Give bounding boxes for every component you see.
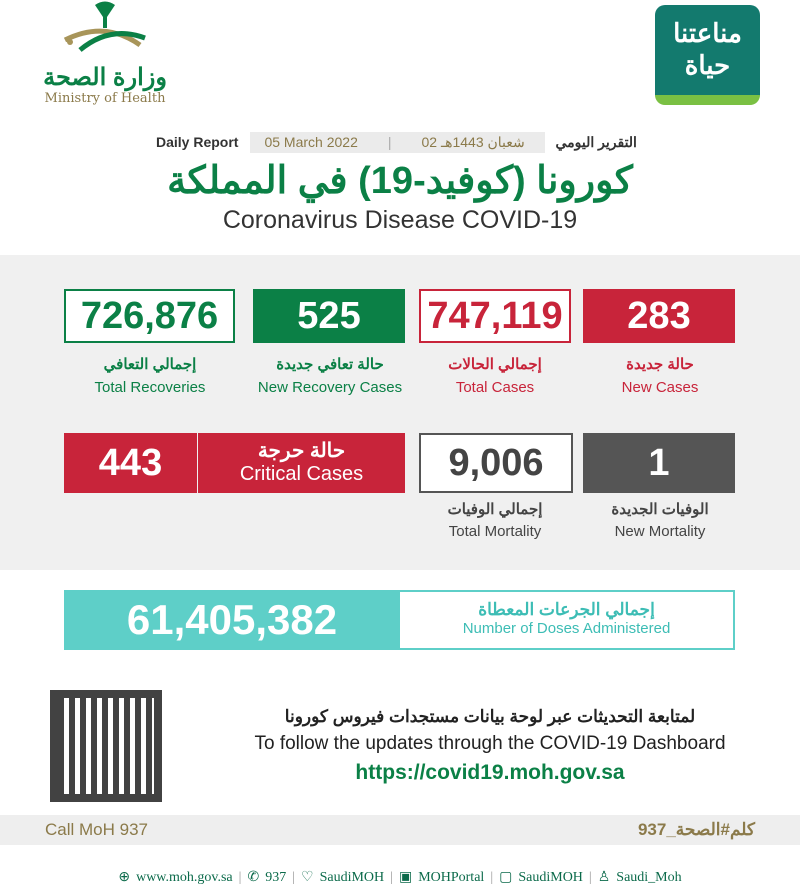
total-mortality-en: Total Mortality: [448, 523, 542, 540]
new-mortality-ar: الوفيات الجديدة: [611, 501, 709, 518]
report-header: Daily Report 05 March 2022 | 02 شعبان 14…: [150, 131, 695, 153]
new-cases-value: 283: [583, 289, 735, 343]
daily-report-ar: التقرير اليومي: [555, 133, 637, 150]
footer-youtube[interactable]: MOHPortal: [418, 869, 485, 885]
total-recoveries-value: 726,876: [64, 289, 235, 343]
critical-label: حالة حرجة Critical Cases: [198, 433, 405, 493]
doses-en: Number of Doses Administered: [462, 620, 671, 637]
date-bar: 05 March 2022 | 02 شعبان 1443هـ: [250, 131, 546, 153]
campaign-logo: مناعتنا حياة: [655, 5, 760, 105]
new-cases-en: New Cases: [621, 379, 699, 396]
doses-ar: إجمالي الجرعات المعطاة: [478, 600, 655, 619]
footer-website[interactable]: www.moh.gov.sa: [136, 869, 233, 885]
footer-twitter[interactable]: SaudiMOH: [319, 869, 385, 885]
total-mortality-ar: إجمالي الوفيات: [447, 501, 543, 518]
moh-logo-ar: وزارة الصحة: [43, 64, 167, 91]
call-ar: كلم#الصحة_937: [637, 820, 755, 839]
new-mortality-value: 1: [583, 433, 735, 493]
twitter-icon: ♡: [301, 870, 314, 885]
new-recoveries-en: New Recovery Cases: [257, 379, 403, 396]
title-ar: كورونا (كوفيد-19) في المملكة: [167, 160, 633, 202]
gregorian-date: 05 March 2022: [264, 133, 358, 150]
dashboard-ar: لمتابعة التحديثات عبر لوحة بيانات مستجدا…: [284, 707, 696, 726]
campaign-logo-text: مناعتنا حياة: [673, 18, 742, 80]
new-recoveries-ar: حالة تعافي جديدة: [276, 356, 384, 373]
qr-code-icon[interactable]: [50, 690, 162, 802]
daily-report-en: Daily Report: [156, 134, 239, 150]
new-cases-ar: حالة جديدة: [626, 356, 694, 373]
moh-logo-en: Ministry of Health: [44, 91, 166, 106]
snapchat-icon: ♙: [597, 870, 611, 885]
hijri-date: 02 شعبان 1443هـ: [421, 133, 525, 150]
critical-value: 443: [64, 433, 197, 493]
total-cases-ar: إجمالي الحالات: [448, 356, 542, 373]
globe-icon: ⊕: [118, 870, 131, 885]
phone-icon: ✆: [247, 870, 260, 885]
doses-label: إجمالي الجرعات المعطاة Number of Doses A…: [400, 590, 735, 650]
new-recoveries-value: 525: [253, 289, 405, 343]
doses-value: 61,405,382: [64, 590, 400, 650]
footer-links: ⊕ www.moh.gov.sa | ✆ 937 | ♡ SaudiMOH | ▣ MOHPo…: [118, 869, 682, 886]
total-cases-en: Total Cases: [455, 379, 535, 396]
youtube-icon: ▣: [398, 870, 413, 885]
dashboard-link[interactable]: https://covid19.moh.gov.sa: [355, 761, 625, 784]
critical-ar: حالة حرجة: [257, 440, 346, 462]
facebook-icon: ▢: [499, 870, 513, 885]
dashboard-en: To follow the updates through the COVID-…: [254, 733, 726, 754]
call-en: Call MoH 937: [45, 820, 148, 839]
total-recoveries-ar: إجمالي التعافي: [103, 356, 197, 373]
palm-swords-icon: [63, 1, 146, 52]
total-mortality-value: 9,006: [419, 433, 573, 493]
new-mortality-en: New Mortality: [614, 523, 706, 540]
total-cases-value: 747,119: [419, 289, 571, 343]
total-recoveries-en: Total Recoveries: [94, 379, 206, 396]
critical-en: Critical Cases: [239, 463, 364, 485]
footer-snapchat[interactable]: Saudi_Moh: [616, 869, 682, 885]
footer-facebook[interactable]: SaudiMOH: [518, 869, 583, 885]
moh-logo: وزارة الصحة Ministry of Health: [40, 0, 170, 112]
title-en: Coronavirus Disease COVID-19: [222, 206, 578, 234]
call-band: Call MoH 937 كلم#الصحة_937: [0, 815, 800, 845]
footer-phone[interactable]: 937: [265, 869, 287, 885]
